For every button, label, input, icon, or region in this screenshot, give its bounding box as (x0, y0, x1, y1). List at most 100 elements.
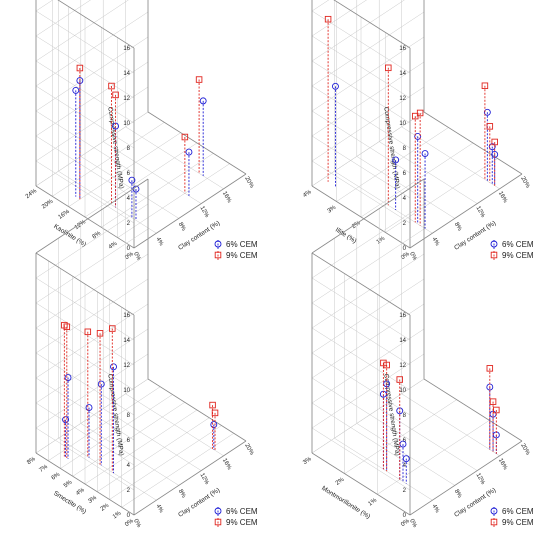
data-point-9-cem (380, 359, 387, 367)
wall-grid-line (311, 0, 405, 62)
floor-grid-line (385, 158, 498, 233)
z-tick-label: 12 (123, 96, 130, 102)
x-tick-label: 8% (453, 489, 463, 500)
floor-grid-line (336, 127, 449, 202)
legend-label-6-cem: 6% CEM (226, 240, 258, 249)
axis-frame-edge (409, 173, 523, 249)
wall-grid-line (35, 328, 149, 404)
wall-grid-line (35, 228, 149, 304)
z-tick-label: 10 (399, 121, 406, 127)
x-tick-label: 16% (221, 191, 233, 205)
floor-grid-line (97, 417, 210, 492)
wall-grid-line (311, 353, 425, 429)
z-tick-label: 8 (127, 146, 131, 152)
z-tick-label: 14 (123, 71, 130, 77)
data-point-9-cem (76, 64, 84, 72)
z-tick-label: 8 (127, 413, 131, 419)
data-point-9-cem (486, 365, 494, 372)
wall-grid-line (311, 303, 425, 379)
z-tick-label: 8 (403, 146, 407, 152)
wall-grid-line (35, 278, 149, 354)
y-tick-label: 4% (75, 487, 86, 497)
wall-grid-line (311, 228, 425, 304)
axis-frame-edge (35, 178, 149, 254)
wall-grid-line (35, 377, 135, 441)
z-tick-label: 12 (399, 363, 406, 369)
legend-label-9-cem: 9% CEM (226, 518, 258, 527)
wall-grid-line (35, 0, 54, 12)
z-tick-label: 6 (403, 171, 407, 177)
wall-grid-line (35, 352, 135, 416)
floor-grid-line (334, 437, 433, 501)
wall-grid-line (311, 36, 425, 112)
wall-grid-line (35, 86, 149, 162)
axis-frame-edge (311, 252, 411, 316)
x-tick-label: 0% (132, 251, 142, 262)
x-tick-label: 4% (154, 236, 164, 247)
data-point-9-cem (396, 376, 403, 383)
z-tick-label: 0 (403, 513, 407, 519)
y-tick-label: 16% (57, 209, 71, 221)
z-tick-label: 14 (399, 338, 406, 344)
floor-grid-line (101, 153, 214, 228)
legend-label-9-cem: 9% CEM (502, 251, 534, 260)
data-point-6-cem (421, 150, 429, 158)
data-point-6-cem (199, 97, 207, 105)
floor-grid-line (401, 393, 500, 457)
z-tick-label: 16 (399, 46, 406, 52)
wall-grid-line (311, 427, 411, 491)
x-tick-label: 8% (177, 489, 187, 500)
x-tick-label: 20% (519, 176, 531, 190)
wall-grid-line (311, 203, 425, 279)
z-tick-label: 0 (127, 246, 131, 252)
legend-marker-9-cem (490, 251, 498, 259)
z-tick-label: 10 (123, 388, 130, 394)
wall-grid-line (311, 352, 411, 416)
wall-grid-line (35, 303, 149, 379)
floor-grid-line (379, 408, 478, 471)
z-tick-label: 14 (123, 338, 130, 344)
legend-label-9-cem: 9% CEM (502, 518, 534, 527)
wall-grid-line (311, 378, 425, 454)
floor-grid-line (60, 394, 173, 469)
z-tick-label: 14 (399, 71, 406, 77)
wall-grid-line (35, 11, 149, 87)
axis-frame-edge (134, 0, 148, 48)
data-point-9-cem (383, 361, 390, 369)
y-tick-label: 4% (302, 189, 313, 199)
data-point-9-cem (84, 328, 92, 336)
floor-grid-line (84, 409, 198, 485)
y-tick-label: 5% (63, 479, 74, 489)
wall-grid-line (35, 110, 135, 174)
z-tick-label: 4 (127, 196, 131, 202)
y-tick-label: 24% (25, 188, 39, 200)
wall-grid-line (311, 253, 425, 329)
z-tick-label: 12 (123, 363, 130, 369)
axis-frame-edge (409, 440, 523, 516)
wall-grid-line (35, 427, 135, 491)
chart-panel-2: 02468101214160%4%8%12%16%20%0%1%2%3%4%Co… (302, 0, 534, 262)
z-tick-label: 6 (127, 171, 131, 177)
data-point-6-cem (62, 416, 70, 424)
axis-frame-edge (147, 111, 247, 175)
x-tick-label: 16% (221, 458, 233, 472)
data-point-6-cem (210, 421, 218, 429)
data-point-6-cem (483, 108, 491, 116)
data-point-9-cem (491, 138, 498, 146)
data-point-6-cem (414, 132, 422, 140)
data-point-6-cem (110, 363, 117, 371)
wall-grid-line (35, 111, 149, 187)
y-tick-label: 7% (38, 464, 49, 474)
y-tick-label: 1% (112, 510, 123, 520)
axis-frame-edge (35, 452, 135, 516)
data-point-9-cem (112, 91, 119, 99)
floor-grid-line (344, 399, 457, 474)
data-point-6-cem (64, 374, 72, 381)
y-tick-label: 20% (41, 198, 55, 210)
x-tick-label: 4% (430, 236, 440, 247)
z-tick-label: 4 (403, 463, 407, 469)
wall-grid-line (35, 61, 149, 137)
legend-marker-6-cem (490, 240, 498, 248)
floor-grid-line (121, 433, 234, 508)
